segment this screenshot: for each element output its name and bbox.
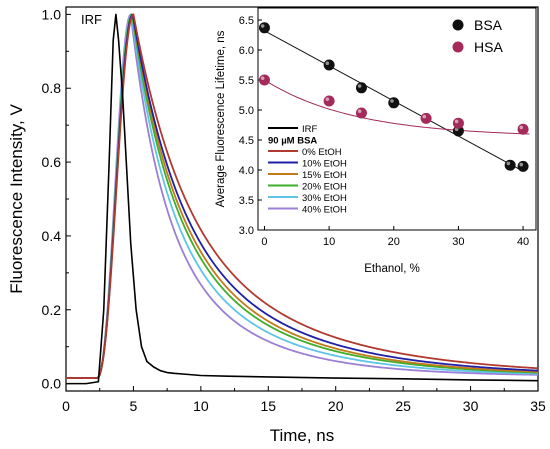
inset-legend-marker-bsa xyxy=(452,19,464,31)
inset-legend-label-hsa: HSA xyxy=(474,39,503,55)
main-x-tick-label: 15 xyxy=(260,398,276,414)
main-y-axis-title: Fluorescence Intensity, V xyxy=(7,104,26,294)
inset-legend: BSA HSA xyxy=(452,17,503,55)
main-y-tick-label: 1.0 xyxy=(42,6,62,22)
inset-y-axis-title: Average Fluorescence Lifetime, ns xyxy=(215,30,227,207)
inset-x-tick-label: 30 xyxy=(452,236,464,248)
inset-x-tick-label: 10 xyxy=(323,236,335,248)
marker-highlight xyxy=(454,119,459,124)
legend-heading: 90 µM BSA xyxy=(268,136,317,147)
legend-label: 0% EtOH xyxy=(302,147,342,158)
main-y-tick-label: 0.2 xyxy=(42,302,62,318)
bsa-data-point xyxy=(355,82,367,94)
hsa-data-point xyxy=(355,107,367,119)
marker-highlight xyxy=(390,99,394,103)
legend-label: 20% EtOH xyxy=(302,182,347,193)
hsa-data-point xyxy=(258,74,270,86)
hsa-data-point xyxy=(452,117,464,129)
decay-curve-30-etoh xyxy=(66,13,539,379)
hsa-data-point xyxy=(420,112,432,124)
inset-y-tick-label: 3.0 xyxy=(239,225,254,237)
bsa-data-point xyxy=(517,160,529,172)
hsa-data-point xyxy=(517,123,529,135)
inset-y-tick-label: 5.0 xyxy=(239,105,254,117)
bsa-data-point xyxy=(504,159,516,171)
marker-highlight xyxy=(422,114,427,119)
inset-x-tick-label: 40 xyxy=(517,236,529,248)
main-x-tick-label: 25 xyxy=(395,398,411,414)
inset-x-axis-title: Ethanol, % xyxy=(364,263,420,275)
marker-highlight xyxy=(325,61,330,65)
bsa-data-point xyxy=(323,59,335,71)
inset-series xyxy=(258,22,530,172)
main-x-tick-label: 20 xyxy=(328,398,344,414)
marker-highlight xyxy=(506,161,511,166)
inset-plot-frame xyxy=(257,7,537,231)
hsa-fit-curve xyxy=(264,79,530,135)
irf-annotation: IRF xyxy=(81,12,102,27)
inset-x-tick-label: 0 xyxy=(261,236,267,248)
legend-label: 15% EtOH xyxy=(302,170,347,181)
main-axis-ticks: 0 5 10 15 20 25 30 35 0.0 0.2 0.4 0.6 0.8 1.0 xyxy=(42,6,546,414)
main-x-tick-label: 30 xyxy=(463,398,479,414)
marker-highlight xyxy=(357,109,362,113)
marker-highlight xyxy=(519,125,524,130)
decay-curve-0-etoh xyxy=(66,13,539,379)
inset-axis-ticks: 0 10 20 30 40 3.0 3.5 4.0 4.5 5.0 5.5 6.0 6.5 xyxy=(239,15,529,248)
inset-y-tick-label: 6.0 xyxy=(239,45,254,57)
inset-y-tick-label: 3.5 xyxy=(239,195,254,207)
inset-y-tick-label: 4.5 xyxy=(239,135,254,147)
marker-highlight xyxy=(325,97,330,101)
inset-legend-label-bsa: BSA xyxy=(474,17,503,33)
main-x-tick-label: 0 xyxy=(62,398,70,414)
inset-y-tick-label: 4.0 xyxy=(239,165,254,177)
inset-y-tick-label: 5.5 xyxy=(239,75,254,87)
main-x-tick-label: 5 xyxy=(130,398,138,414)
legend-label: 30% EtOH xyxy=(302,193,347,204)
main-x-tick-label: 10 xyxy=(193,398,209,414)
inset-legend-marker-hsa xyxy=(452,41,464,53)
bsa-data-point xyxy=(388,97,400,109)
marker-highlight xyxy=(260,24,265,28)
main-x-tick-label: 35 xyxy=(530,398,546,414)
main-y-tick-label: 0.8 xyxy=(42,80,62,96)
hsa-data-point xyxy=(323,95,335,107)
bsa-data-point xyxy=(258,22,270,34)
legend-label: 40% EtOH xyxy=(302,205,347,216)
marker-highlight xyxy=(519,162,524,167)
legend-label: IRF xyxy=(302,124,318,135)
decay-curve-40-etoh xyxy=(66,13,539,379)
legend-label: 10% EtOH xyxy=(302,159,347,170)
marker-highlight xyxy=(357,84,362,88)
main-y-tick-label: 0.0 xyxy=(42,376,62,392)
inset-background xyxy=(258,8,536,232)
irf-curve xyxy=(66,13,539,385)
main-series-lines xyxy=(66,13,539,385)
main-y-tick-label: 0.6 xyxy=(42,154,62,170)
main-x-axis-title: Time, ns xyxy=(270,426,335,445)
decay-curve-10-etoh xyxy=(66,13,539,379)
marker-highlight xyxy=(260,76,265,80)
main-y-tick-label: 0.4 xyxy=(42,228,62,244)
inset-y-tick-label: 6.5 xyxy=(239,15,254,27)
inset-x-tick-label: 20 xyxy=(388,236,400,248)
decay-curve-20-etoh xyxy=(66,13,539,379)
